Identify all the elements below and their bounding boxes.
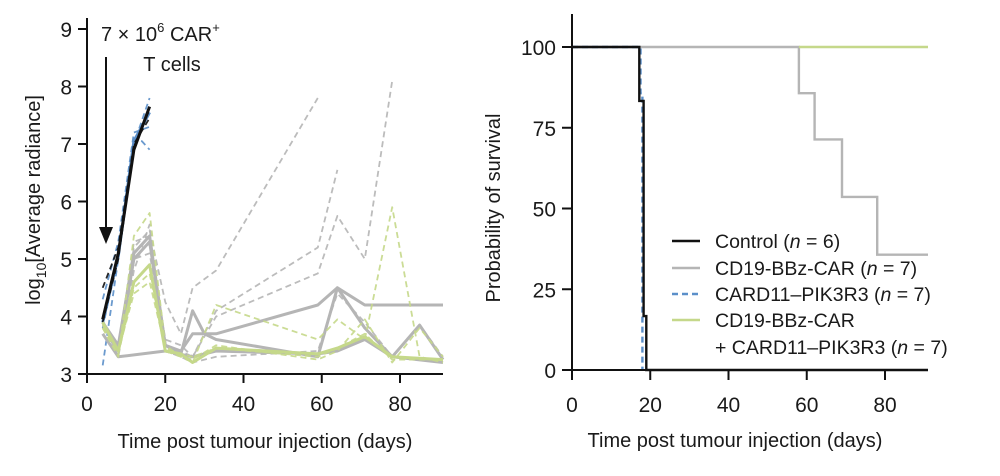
series-line-cd19-bbz-car-solid [101,240,445,361]
legend-text: = 7) [908,337,948,359]
y-tick-label: 5 [60,249,72,272]
survival-chart: 0 20 40 60 80 0 25 50 75 100 Time post tumour inj… [483,14,948,452]
y-tick-label: 9 [60,19,72,42]
legend-label: CD19-BBz-CAR (n = 7) [715,258,917,280]
y-axis-label: Probability of survival [483,114,505,303]
x-tick-label: 40 [232,393,255,416]
annotation-line-2: T cells [143,54,200,76]
y-tick-label: 7 [60,134,72,157]
series-line-control-solid [101,106,152,320]
tick-marks: 0 20 40 60 80 0 25 50 75 100 [521,37,897,417]
legend: Control (n = 6)CD19-BBz-CAR (n = 7)CARD1… [672,231,948,359]
legend-text: = 6) [801,231,841,253]
x-axis-label: Time post tumour injection (days) [118,431,413,453]
legend-text: CARD11–PIK3R3 ( [715,284,881,306]
series-line-cd19-bbz-car-card11-pik3r3-dashed [101,206,444,364]
legend-text: = 7) [891,284,931,306]
x-tick-label: 60 [310,393,333,416]
x-tick-label: 60 [795,394,818,417]
y-tick-label: 50 [533,199,556,222]
y-axis-label: log10[Average radiance] [23,95,49,305]
legend-label: CARD11–PIK3R3 (n = 7) [715,284,931,306]
legend-text: n [867,258,878,280]
x-tick-label: 80 [388,393,411,416]
x-tick-label: 40 [717,394,740,417]
radiance-series [101,80,445,366]
survival-line-card11-pik3r3 [572,45,644,370]
y-tick-label: 3 [60,364,72,387]
series-line-cd19-bbz-car-card11-pik3r3-dashed [101,281,443,361]
legend-label: CD19-BBz-CAR [715,310,855,332]
y-tick-label: 6 [60,192,72,215]
legend-text: CD19-BBz-CAR [715,310,855,332]
x-tick-label: 0 [81,393,93,416]
x-axis-label: Time post tumour injection (days) [588,430,883,452]
legend-text: n [880,284,891,306]
legend-text: = 7) [878,258,918,280]
y-tick-label: 0 [544,360,556,383]
arrow-down-icon [99,227,113,244]
survival-line-cd19-bbz-car [572,45,928,256]
tick-marks: 0 20 40 60 80 3 4 5 6 7 8 9 [60,19,411,416]
series-line-cd19-bbz-car-card11-pik3r3-solid [101,263,444,364]
series-line-card11-pik3r3-dashed [101,125,150,300]
y-tick-label: 8 [60,77,72,100]
legend-text: + CARD11–PIK3R3 ( [715,337,898,359]
annotation-line-1: 7 × 106 CAR+ [101,20,220,46]
y-tick-label: 4 [60,307,72,330]
y-tick-label: 100 [521,37,556,60]
legend-label: Control (n = 6) [715,231,840,253]
series-line-cd19-bbz-car-card11-pik3r3-dashed [101,272,444,364]
injection-annotation: 7 × 106 CAR+ T cells [99,20,220,244]
legend-text: n [790,231,801,253]
legend-text: Control ( [715,231,790,253]
x-tick-label: 0 [566,394,578,417]
legend-n: n [897,337,908,359]
survival-series [572,45,928,372]
series-line-cd19-bbz-car-dashed [101,97,319,347]
y-tick-label: 75 [533,118,556,141]
x-tick-label: 80 [873,394,896,417]
y-tick-label: 25 [533,279,556,302]
legend-text: CD19-BBz-CAR ( [715,258,867,280]
x-tick-label: 20 [154,393,177,416]
x-tick-label: 20 [639,394,662,417]
radiance-chart: 0 20 40 60 80 3 4 5 6 7 8 9 Time post tumour inject… [23,18,445,453]
survival-line-control [572,45,928,372]
legend-label: + CARD11–PIK3R3 (n = 7) [715,337,948,359]
